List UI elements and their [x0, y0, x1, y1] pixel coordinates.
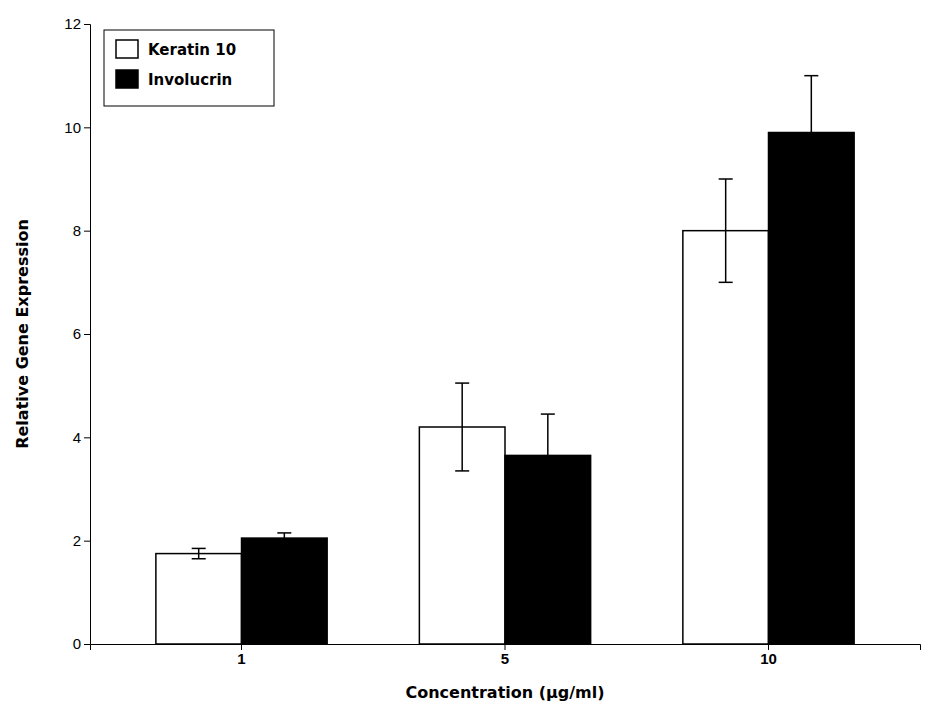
- legend-item: Involucrin: [116, 70, 232, 89]
- y-tick-mark: [84, 541, 90, 542]
- error-bar: [277, 533, 291, 543]
- y-tick: 0: [73, 635, 90, 652]
- x-tick-label: 10: [760, 650, 777, 667]
- error-cap: [719, 282, 733, 284]
- legend-item: Keratin 10: [116, 40, 236, 59]
- legend-label: Involucrin: [148, 71, 232, 89]
- y-tick-mark: [84, 24, 90, 25]
- error-line: [461, 383, 463, 471]
- error-cap: [804, 189, 818, 191]
- error-cap: [277, 532, 291, 534]
- y-tick-label: 4: [73, 429, 81, 446]
- y-tick-mark: [84, 437, 90, 438]
- y-tick-mark: [84, 127, 90, 128]
- y-tick: 10: [64, 119, 90, 136]
- error-cap: [192, 548, 206, 550]
- y-tick-label: 2: [73, 532, 81, 549]
- error-cap: [277, 543, 291, 545]
- legend-swatch: [116, 40, 138, 58]
- error-line: [811, 76, 813, 190]
- x-axis: 1510: [91, 644, 921, 667]
- bar: [768, 133, 854, 645]
- error-cap: [192, 558, 206, 560]
- bar: [156, 554, 242, 644]
- error-cap: [541, 413, 555, 415]
- y-tick: 2: [73, 532, 90, 549]
- y-axis: 0 2 4 6 8 10 12: [64, 15, 90, 652]
- y-tick-label: 8: [73, 222, 81, 239]
- y-tick: 4: [73, 429, 90, 446]
- error-cap: [804, 75, 818, 77]
- y-tick-label: 6: [73, 325, 81, 342]
- y-tick-label: 12: [64, 15, 81, 32]
- x-tick-label: 1: [237, 650, 245, 667]
- x-tick-label: 5: [501, 650, 509, 667]
- y-axis-line: [84, 25, 91, 645]
- y-tick: 12: [64, 15, 90, 32]
- x-axis-title: Concentration (μg/ml): [405, 683, 604, 702]
- x-tick: 5: [501, 644, 509, 667]
- bar: [683, 231, 769, 644]
- error-bar: [719, 179, 733, 282]
- y-tick-mark: [84, 231, 90, 232]
- error-line: [725, 179, 727, 282]
- plot-area: 0246810121510Keratin 10Involucrin: [64, 15, 920, 666]
- series: [242, 76, 855, 644]
- y-tick: 6: [73, 325, 90, 342]
- chart: 0246810121510Keratin 10InvolucrinConcent…: [0, 0, 944, 720]
- y-tick-mark: [84, 644, 90, 645]
- y-axis-title: Relative Gene Expression: [13, 219, 32, 449]
- error-bar: [541, 414, 555, 497]
- error-cap: [455, 382, 469, 384]
- legend-label: Keratin 10: [148, 41, 236, 59]
- error-line: [284, 533, 286, 543]
- x-tick: 10: [760, 644, 777, 667]
- y-tick-mark: [84, 334, 90, 335]
- y-tick-label: 10: [64, 119, 81, 136]
- legend: Keratin 10 Involucrin: [104, 30, 274, 106]
- bars: [156, 76, 854, 644]
- error-cap: [455, 470, 469, 472]
- error-line: [198, 548, 200, 558]
- series: [156, 179, 769, 644]
- y-tick: 8: [73, 222, 90, 239]
- legend-swatch: [116, 70, 138, 88]
- error-cap: [719, 178, 733, 180]
- legend-frame: [104, 30, 274, 106]
- error-bar: [455, 383, 469, 471]
- error-cap: [541, 496, 555, 498]
- error-bar: [192, 548, 206, 558]
- y-tick-label: 0: [73, 635, 81, 652]
- error-line: [547, 414, 549, 497]
- bar: [242, 538, 328, 644]
- x-tick: 1: [237, 644, 245, 667]
- error-bar: [804, 76, 818, 190]
